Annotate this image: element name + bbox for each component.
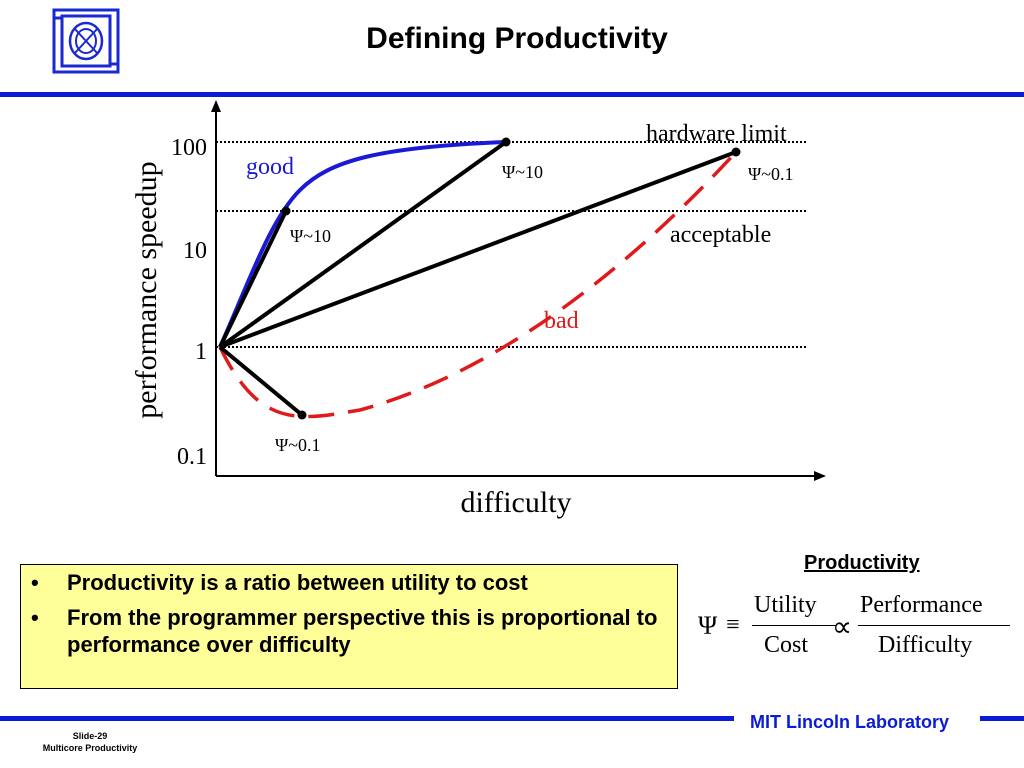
y-axis-arrow: [211, 100, 221, 112]
top-divider: [0, 92, 1024, 97]
bottom-divider-right: [980, 716, 1024, 721]
psi-symbol: Ψ: [698, 611, 718, 640]
point-top: [501, 137, 511, 147]
bullet-item: • From the programmer perspective this is…: [29, 604, 667, 658]
psi-label-mid: Ψ~10: [290, 226, 331, 246]
good-label: good: [246, 154, 294, 180]
equiv-symbol: ≡: [726, 612, 740, 638]
page-title: Defining Productivity: [366, 22, 668, 55]
y-tick-1: 1: [195, 339, 207, 365]
line-to-bottom: [218, 345, 304, 417]
bullet-item: • Productivity is a ratio between utility…: [29, 569, 667, 596]
hardware-limit-label: hardware limit: [646, 121, 787, 147]
y-tick-10: 10: [183, 238, 207, 264]
psi-label-far: Ψ~0.1: [748, 164, 794, 184]
line-to-mid: [218, 210, 288, 348]
bullet-text: From the programmer perspective this is …: [67, 605, 658, 657]
y-tick-0-1: 0.1: [177, 444, 207, 470]
x-axis-arrow: [814, 471, 826, 481]
x-axis-label: difficulty: [460, 486, 571, 519]
fraction-bar-performance: [858, 625, 1010, 626]
bullet-glyph: •: [31, 605, 39, 630]
performance-text: Performance: [860, 592, 983, 618]
bad-curve: [218, 150, 738, 419]
fraction-bar-utility: [752, 625, 836, 626]
slide-number: Slide-29: [72, 731, 108, 741]
difficulty-text: Difficulty: [878, 632, 973, 658]
proportional-symbol: ∝: [832, 612, 853, 643]
psi-label-top: Ψ~10: [502, 162, 543, 182]
y-tick-100: 100: [171, 135, 207, 161]
utility-text: Utility: [754, 592, 817, 618]
good-curve: [218, 140, 507, 348]
bad-label: bad: [544, 308, 579, 334]
psi-label-bottom: Ψ~0.1: [275, 435, 321, 455]
productivity-heading: Productivity: [804, 552, 920, 574]
bottom-divider-left: [0, 716, 734, 721]
bullet-text: Productivity is a ratio between utility …: [67, 570, 528, 595]
point-mid: [281, 206, 291, 216]
bullet-box: • Productivity is a ratio between utility…: [20, 564, 678, 689]
productivity-diagram: 100 10 1 0.1 performance speedup difficu…: [130, 100, 826, 519]
y-axis-label: performance speedup: [130, 161, 163, 418]
footer-org: MIT Lincoln Laboratory: [750, 712, 950, 732]
productivity-formula: Ψ ≡ Utility Cost ∝ Performance Difficult…: [692, 588, 1022, 668]
cost-text: Cost: [764, 632, 809, 658]
point-bottom: [297, 410, 307, 420]
bullet-glyph: •: [31, 570, 39, 595]
line-to-far: [219, 150, 737, 349]
slide-subtitle: Multicore Productivity: [42, 743, 138, 753]
mit-ll-logo-icon: [52, 8, 120, 74]
point-far: [731, 147, 741, 157]
acceptable-label: acceptable: [670, 222, 771, 248]
slide-number-block: Slide-29 Multicore Productivity: [0, 730, 180, 754]
line-to-top: [218, 140, 508, 349]
